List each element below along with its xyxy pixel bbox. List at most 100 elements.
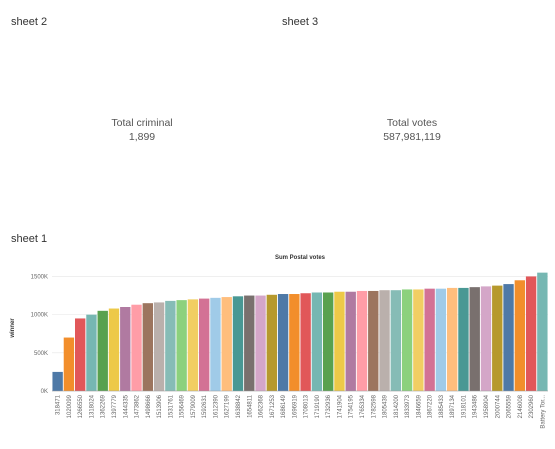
x-tick-label: 1943486 <box>473 394 479 418</box>
bar[interactable] <box>334 291 345 391</box>
bar[interactable] <box>368 290 379 391</box>
bar[interactable] <box>221 297 232 391</box>
x-tick-label: 1719190 <box>315 394 321 418</box>
x-tick-label: 2000744 <box>495 394 501 418</box>
bar[interactable] <box>131 304 142 391</box>
bar[interactable] <box>424 288 435 391</box>
bar[interactable] <box>120 307 131 391</box>
x-tick-label: 1592631 <box>202 394 208 418</box>
x-tick-label: 1782598 <box>371 394 377 418</box>
x-tick-label: 1897134 <box>450 394 456 418</box>
bar[interactable] <box>165 300 176 391</box>
x-tick-label: 1638842 <box>236 394 242 418</box>
bar[interactable] <box>525 276 537 391</box>
bar[interactable] <box>514 280 525 391</box>
x-tick-label: 1754195 <box>349 394 355 418</box>
total-criminal-label: Total criminal <box>111 117 173 129</box>
bar[interactable] <box>176 300 187 391</box>
y-tick-label: 0K <box>41 389 48 395</box>
y-tick-label: 1500K <box>31 274 48 280</box>
sheet-3-title: sheet 3 <box>282 16 319 28</box>
bar[interactable] <box>153 302 165 391</box>
x-tick-label: 2146008 <box>518 394 524 418</box>
bar[interactable] <box>300 293 311 391</box>
bar[interactable] <box>480 286 492 391</box>
x-tick-label: 1654811 <box>247 394 253 418</box>
bar[interactable] <box>401 289 413 391</box>
x-tick-label: 1671253 <box>270 394 276 418</box>
x-tick-label: 1814200 <box>394 394 400 418</box>
x-tick-label: 1513906 <box>157 394 163 418</box>
bar[interactable] <box>277 294 289 391</box>
x-tick-label: 1498666 <box>146 394 152 418</box>
sheet-2-title: sheet 2 <box>11 16 48 28</box>
x-tick-label: 1612390 <box>213 394 219 418</box>
bar[interactable] <box>75 318 86 391</box>
bar-series <box>52 272 548 391</box>
bar[interactable] <box>86 314 97 391</box>
bar[interactable] <box>469 287 480 391</box>
x-tick-label: 1556469 <box>180 394 186 418</box>
x-axis-ticks: 318471 1020099 1266550 1318024 1362269 139777… <box>56 394 547 428</box>
x-tick-label: 1627199 <box>225 394 231 418</box>
x-tick-label: 2065559 <box>507 394 513 418</box>
bar[interactable] <box>97 310 108 391</box>
bar[interactable] <box>289 294 300 391</box>
bar[interactable] <box>63 337 75 391</box>
x-tick-label: 318471 <box>56 394 62 415</box>
bar[interactable] <box>210 297 221 391</box>
bar[interactable] <box>232 296 244 391</box>
y-axis-ticks: 0K 500K 1000K 1500K <box>31 274 48 395</box>
total-votes-kpi: Total votes 587,981,119 <box>332 116 492 144</box>
bar[interactable] <box>435 288 447 391</box>
x-tick-label: 1686149 <box>281 394 287 418</box>
x-tick-label: 1833973 <box>405 394 411 418</box>
x-tick-label: 1846659 <box>416 394 422 418</box>
bar[interactable] <box>199 298 210 391</box>
x-tick-label: 1708013 <box>304 394 310 418</box>
bar[interactable] <box>266 294 277 391</box>
bar[interactable] <box>108 308 120 391</box>
bar[interactable] <box>255 295 266 391</box>
x-tick-label: 1397779 <box>112 394 118 418</box>
x-tick-label: 1020099 <box>67 394 73 418</box>
bar[interactable] <box>390 290 401 391</box>
y-tick-label: 500K <box>34 351 48 357</box>
bar[interactable] <box>537 272 548 391</box>
sheet-1-title: sheet 1 <box>11 233 48 245</box>
total-votes-value: 587,981,119 <box>383 131 441 143</box>
total-votes-label: Total votes <box>386 117 438 129</box>
bar[interactable] <box>379 290 390 391</box>
chart-title: Sum Postal votes <box>275 255 326 261</box>
bar[interactable] <box>187 299 199 391</box>
x-tick-label: 1362269 <box>101 394 107 418</box>
bar[interactable] <box>345 291 356 391</box>
bar[interactable] <box>142 303 153 391</box>
x-tick-label: 1805439 <box>383 394 389 418</box>
x-tick-label: 1444335 <box>123 394 129 418</box>
y-axis-title: winner <box>10 318 16 339</box>
x-tick-label: 2302960 <box>529 394 535 418</box>
x-tick-label: 1741904 <box>337 394 343 418</box>
total-criminal-value: 1,899 <box>128 131 156 143</box>
bar[interactable] <box>458 287 469 391</box>
x-tick-label: 1867220 <box>428 394 434 418</box>
bar[interactable] <box>413 289 424 391</box>
total-criminal-kpi: Total criminal 1,899 <box>62 116 222 144</box>
bar[interactable] <box>244 295 255 391</box>
bar[interactable] <box>311 292 323 391</box>
x-tick-label: 1918101 <box>461 394 467 418</box>
bar[interactable] <box>492 285 503 391</box>
bar[interactable] <box>356 290 368 391</box>
postal-votes-bar-chart: Sum Postal votes winner 0K 500K 1000K 1500K… <box>10 255 548 429</box>
bar[interactable] <box>52 371 63 391</box>
x-tick-label: 1531761 <box>168 394 174 418</box>
x-tick-label: 1579009 <box>191 394 197 418</box>
bar[interactable] <box>323 292 334 391</box>
x-tick-label: 1732936 <box>326 394 332 418</box>
x-tick-label: 1885433 <box>439 394 445 418</box>
bar[interactable] <box>447 287 458 391</box>
bar[interactable] <box>503 284 514 391</box>
x-tick-label: 1958904 <box>484 394 490 418</box>
